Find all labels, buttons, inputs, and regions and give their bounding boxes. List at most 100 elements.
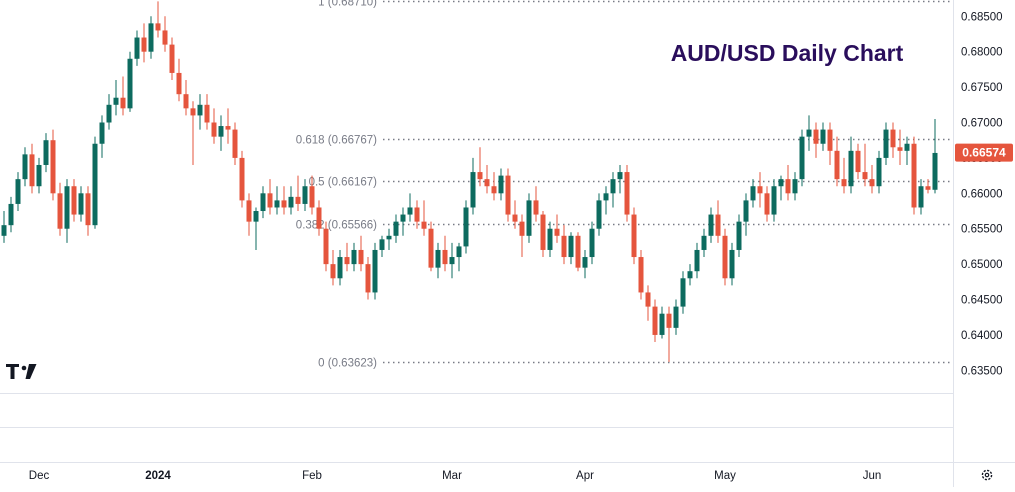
fib-label-2: 0.5 (0.66167) xyxy=(309,177,378,189)
candle-body-131 xyxy=(918,186,924,208)
candle-body-12 xyxy=(85,193,91,226)
candle-72 xyxy=(505,168,511,222)
candle-82 xyxy=(575,232,581,272)
candle-131 xyxy=(918,179,924,215)
candle-70 xyxy=(491,172,497,201)
candle-108 xyxy=(757,172,763,208)
candle-132 xyxy=(925,179,931,194)
candle-119 xyxy=(834,136,840,187)
candle-body-17 xyxy=(120,97,126,109)
candle-body-10 xyxy=(71,186,77,215)
candle-24 xyxy=(169,37,175,81)
candle-body-29 xyxy=(204,104,210,123)
candle-body-27 xyxy=(190,108,196,116)
candle-80 xyxy=(561,225,567,265)
candle-87 xyxy=(610,172,616,208)
candle-65 xyxy=(456,242,462,272)
candle-body-107 xyxy=(750,186,756,201)
fib-label-4: 0 (0.63623) xyxy=(318,358,377,370)
candle-body-63 xyxy=(442,249,448,265)
candle-112 xyxy=(785,164,791,201)
candle-body-74 xyxy=(519,221,525,236)
settings-gear-icon[interactable] xyxy=(981,469,993,481)
x-tick-label-5: May xyxy=(714,470,736,482)
candle-body-119 xyxy=(834,150,840,180)
candle-63 xyxy=(442,235,448,272)
candle-130 xyxy=(911,136,917,215)
candle-body-126 xyxy=(883,129,889,158)
candle-91 xyxy=(638,249,644,300)
candle-body-1 xyxy=(8,203,14,226)
x-tick-label-4: Apr xyxy=(576,470,594,482)
candle-body-85 xyxy=(596,200,602,229)
candle-47 xyxy=(330,249,336,286)
candle-86 xyxy=(603,186,609,215)
candle-10 xyxy=(71,179,77,222)
candle-125 xyxy=(876,150,882,194)
candle-body-15 xyxy=(106,104,112,123)
candle-body-117 xyxy=(820,129,826,144)
candle-body-113 xyxy=(792,179,798,194)
candle-body-13 xyxy=(92,143,98,226)
candle-body-20 xyxy=(141,37,147,52)
candle-body-62 xyxy=(435,249,441,268)
candle-6 xyxy=(43,133,49,173)
candle-body-42 xyxy=(295,196,301,204)
last-price-box xyxy=(955,143,1013,162)
candle-99 xyxy=(694,242,700,279)
candle-121 xyxy=(848,136,854,194)
candle-59 xyxy=(414,200,420,229)
candle-body-89 xyxy=(624,172,630,215)
candle-124 xyxy=(869,164,875,194)
candle-body-118 xyxy=(827,129,833,151)
candle-58 xyxy=(407,193,413,222)
candle-54 xyxy=(379,235,385,258)
candle-body-97 xyxy=(680,278,686,307)
candle-body-87 xyxy=(610,179,616,194)
candle-93 xyxy=(652,299,658,343)
candle-122 xyxy=(855,143,861,180)
candle-body-3 xyxy=(22,154,28,180)
candle-113 xyxy=(792,172,798,201)
candle-body-84 xyxy=(589,228,595,258)
candle-4 xyxy=(29,143,35,194)
candle-body-26 xyxy=(183,94,189,109)
candle-127 xyxy=(890,122,896,158)
candle-110 xyxy=(771,179,777,222)
candle-body-69 xyxy=(484,179,490,187)
x-tick-label-3: Mar xyxy=(442,470,462,482)
candle-body-111 xyxy=(778,179,784,187)
candle-96 xyxy=(673,299,679,335)
candle-43 xyxy=(302,179,308,212)
candle-body-125 xyxy=(876,157,882,187)
candle-body-95 xyxy=(666,313,672,328)
candle-body-127 xyxy=(890,129,896,148)
y-tick-label-1: 0.68000 xyxy=(961,47,1003,59)
candle-body-33 xyxy=(232,129,238,158)
candle-body-57 xyxy=(400,214,406,222)
candle-body-50 xyxy=(351,249,357,265)
candle-body-47 xyxy=(330,264,336,279)
candle-21 xyxy=(148,16,154,59)
candle-body-64 xyxy=(449,257,455,265)
candle-62 xyxy=(435,242,441,279)
candle-body-104 xyxy=(729,249,735,279)
candle-38 xyxy=(267,179,273,215)
candle-body-55 xyxy=(386,235,392,240)
y-tick-label-3: 0.67000 xyxy=(961,118,1003,130)
candle-body-30 xyxy=(211,122,217,137)
candle-body-54 xyxy=(379,239,385,250)
candle-body-66 xyxy=(463,207,469,247)
candle-body-21 xyxy=(148,23,154,52)
candle-body-22 xyxy=(155,23,161,31)
candle-body-8 xyxy=(57,193,63,229)
candle-42 xyxy=(295,175,301,212)
candle-74 xyxy=(519,214,525,258)
candle-body-109 xyxy=(764,193,770,215)
candle-5 xyxy=(36,157,42,194)
candle-8 xyxy=(57,182,63,236)
candle-94 xyxy=(659,306,665,339)
candle-body-110 xyxy=(771,186,777,215)
candle-53 xyxy=(372,242,378,300)
